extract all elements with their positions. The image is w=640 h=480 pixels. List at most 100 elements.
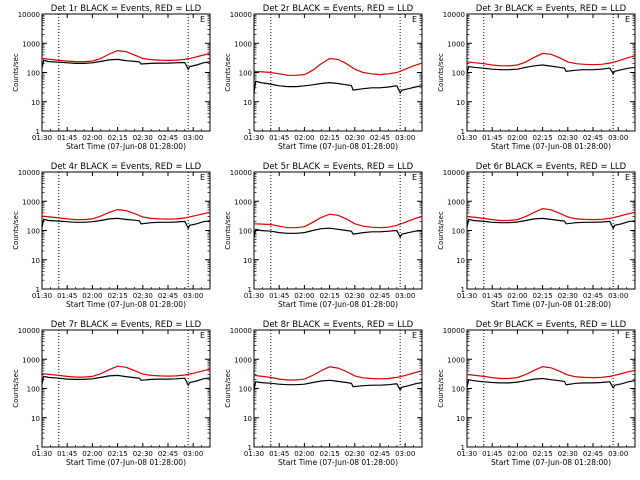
y-tick-label: 10 — [243, 99, 252, 107]
x-tick-label: 02:30 — [133, 134, 153, 142]
x-axis-label: Start Time (07-Jun-08 01:28:00) — [491, 458, 611, 467]
panel-title: Det 6r BLACK = Events, RED = LLD — [476, 162, 627, 172]
y-axis-label: Counts/sec — [437, 53, 445, 92]
y-tick-label: 1000 — [234, 198, 252, 206]
x-tick-label: 01:45 — [482, 134, 502, 142]
x-tick-label: 02:00 — [507, 134, 527, 142]
y-tick-label: 100 — [239, 70, 252, 78]
y-tick-label: 10000 — [230, 327, 252, 335]
x-tick-label: 03:00 — [395, 450, 415, 458]
y-tick-label: 1 — [461, 286, 465, 294]
x-axis-label: Start Time (07-Jun-08 01:28:00) — [66, 142, 186, 151]
series-lld-line — [466, 207, 636, 222]
x-tick-label: 02:15 — [108, 292, 128, 300]
x-tick-label: 02:15 — [108, 134, 128, 142]
y-tick-label: 1 — [36, 128, 40, 136]
series-lld-line — [41, 208, 211, 221]
plot-frame — [466, 171, 636, 290]
x-axis-label: Start Time (07-Jun-08 01:28:00) — [278, 458, 398, 467]
x-tick-label: 02:00 — [507, 450, 527, 458]
y-tick-label: 1000 — [447, 40, 465, 48]
y-tick-label: 100 — [452, 228, 465, 236]
x-tick-label: 02:30 — [558, 292, 578, 300]
x-tick-label: 01:45 — [482, 292, 502, 300]
y-tick-label: 1 — [36, 444, 40, 452]
y-tick-label: 10 — [456, 415, 465, 423]
x-tick-label: 02:15 — [320, 134, 340, 142]
x-tick-label: 01:30 — [457, 292, 477, 300]
panel-det-2r: Det 2r BLACK = Events, RED = LLD 1 10 100 10… — [224, 4, 423, 151]
x-tick-label: 01:30 — [457, 134, 477, 142]
corner-glyph: E — [412, 15, 417, 24]
y-axis-label: Counts/sec — [12, 211, 20, 250]
x-tick-label: 02:30 — [558, 450, 578, 458]
series-events-line — [41, 58, 211, 71]
x-tick-label: 02:45 — [583, 134, 603, 142]
series-events-line — [41, 374, 211, 387]
x-axis-label: Start Time (07-Jun-08 01:28:00) — [278, 300, 398, 309]
panel-det-1r: Det 1r BLACK = Events, RED = LLD 1 10 100 10… — [12, 4, 211, 151]
y-tick-label: 10000 — [18, 11, 40, 19]
y-axis-label: Counts/sec — [224, 369, 232, 408]
panel-det-3r: Det 3r BLACK = Events, RED = LLD 1 10 100 10… — [437, 4, 636, 151]
x-tick-label: 02:00 — [294, 134, 314, 142]
x-tick-label: 01:45 — [57, 134, 77, 142]
x-tick-label: 03:00 — [183, 134, 203, 142]
x-tick-label: 01:45 — [269, 450, 289, 458]
x-tick-label: 01:45 — [269, 134, 289, 142]
x-tick-label: 02:45 — [370, 292, 390, 300]
y-tick-label: 1 — [36, 286, 40, 294]
series-events-line — [253, 379, 423, 391]
x-tick-label: 01:30 — [244, 450, 264, 458]
y-tick-label: 10 — [31, 415, 40, 423]
x-tick-label: 01:30 — [244, 292, 264, 300]
x-tick-label: 02:45 — [370, 450, 390, 458]
x-tick-label: 02:15 — [533, 134, 553, 142]
panel-det-8r: Det 8r BLACK = Events, RED = LLD 1 10 100 10… — [224, 320, 423, 467]
x-axis-label: Start Time (07-Jun-08 01:28:00) — [66, 300, 186, 309]
plot-frame — [41, 13, 211, 132]
corner-glyph: E — [412, 173, 417, 182]
series-lld-line — [41, 365, 211, 378]
x-tick-label: 02:15 — [320, 450, 340, 458]
x-axis-label: Start Time (07-Jun-08 01:28:00) — [66, 458, 186, 467]
y-tick-label: 10 — [243, 415, 252, 423]
x-tick-label: 02:45 — [158, 450, 178, 458]
x-tick-label: 01:45 — [482, 450, 502, 458]
x-tick-label: 02:30 — [133, 450, 153, 458]
x-tick-label: 01:30 — [457, 450, 477, 458]
series-events-line — [466, 377, 636, 390]
y-tick-label: 10000 — [230, 169, 252, 177]
y-tick-label: 10 — [31, 99, 40, 107]
x-tick-label: 02:15 — [108, 450, 128, 458]
x-tick-label: 02:45 — [158, 292, 178, 300]
corner-glyph: E — [412, 331, 417, 340]
x-tick-label: 01:30 — [32, 450, 52, 458]
y-tick-label: 100 — [27, 228, 40, 236]
x-tick-label: 02:30 — [345, 292, 365, 300]
panel-title: Det 7r BLACK = Events, RED = LLD — [51, 320, 202, 330]
corner-glyph: E — [625, 15, 630, 24]
x-tick-label: 03:00 — [183, 450, 203, 458]
panel-title: Det 1r BLACK = Events, RED = LLD — [51, 4, 202, 14]
x-axis-label: Start Time (07-Jun-08 01:28:00) — [491, 300, 611, 309]
plot-frame — [466, 329, 636, 448]
series-lld-line — [466, 52, 636, 67]
corner-glyph: E — [200, 15, 205, 24]
x-tick-label: 02:45 — [583, 450, 603, 458]
y-tick-label: 1 — [461, 128, 465, 136]
x-tick-label: 02:00 — [507, 292, 527, 300]
panel-title: Det 5r BLACK = Events, RED = LLD — [263, 162, 414, 172]
x-tick-label: 02:45 — [370, 134, 390, 142]
series-events-line — [41, 217, 211, 230]
y-tick-label: 10000 — [443, 327, 465, 335]
corner-glyph: E — [200, 331, 205, 340]
corner-glyph: E — [625, 173, 630, 182]
x-tick-label: 02:30 — [558, 134, 578, 142]
x-tick-label: 03:00 — [395, 134, 415, 142]
y-tick-label: 100 — [452, 386, 465, 394]
y-tick-label: 1000 — [22, 356, 40, 364]
y-tick-label: 1 — [248, 286, 252, 294]
y-tick-label: 1000 — [447, 356, 465, 364]
